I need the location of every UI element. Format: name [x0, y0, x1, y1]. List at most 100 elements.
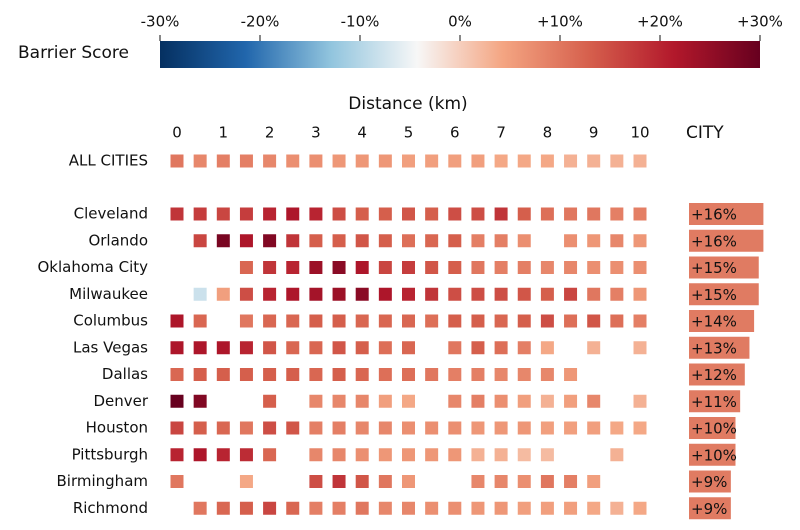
cell [517, 448, 531, 462]
cell [170, 341, 184, 355]
cell [332, 368, 346, 381]
cell [471, 261, 485, 274]
score-bar [689, 443, 736, 466]
cell [239, 368, 253, 381]
cell [517, 341, 531, 355]
cell [517, 475, 531, 488]
cell [355, 475, 369, 488]
cell [378, 314, 392, 328]
city-label: Richmond [73, 499, 148, 517]
cell [610, 314, 624, 328]
colorbar-tick-label: +10% [537, 13, 583, 31]
city-label: Columbus [73, 312, 148, 330]
city-label: Dallas [102, 365, 148, 383]
cell [494, 261, 508, 274]
cell [355, 368, 369, 381]
cell [540, 475, 554, 488]
cell [564, 234, 578, 248]
cell [494, 421, 508, 435]
cell [402, 314, 415, 328]
cell [332, 501, 346, 515]
cell [633, 207, 647, 221]
cell [448, 314, 462, 328]
cell [216, 501, 230, 515]
cell [170, 394, 184, 408]
cell [517, 154, 531, 168]
city-label: Oklahoma City [37, 258, 148, 276]
cell [587, 421, 601, 435]
cell [332, 234, 346, 248]
colorbar-label: Barrier Score [18, 43, 129, 63]
cell [517, 287, 531, 301]
cell [402, 341, 415, 355]
cell [425, 314, 439, 328]
cell [448, 341, 462, 355]
cell [494, 448, 508, 462]
cell [448, 421, 462, 435]
cell [633, 394, 647, 408]
cell [263, 448, 277, 462]
city-label: Denver [93, 392, 148, 410]
x-tick-label: 4 [357, 124, 367, 142]
cell [448, 207, 462, 221]
cell [216, 154, 230, 168]
cell [494, 314, 508, 328]
cell [263, 234, 277, 248]
cell [263, 421, 277, 435]
score-header: CITY [686, 123, 724, 143]
cell [540, 314, 554, 328]
cell [332, 341, 346, 355]
cell [286, 368, 300, 381]
colorbar-tick-label: -20% [241, 13, 280, 31]
cell [286, 207, 300, 221]
cell [494, 234, 508, 248]
cell [587, 287, 601, 301]
cell [378, 261, 392, 274]
cell [193, 394, 207, 408]
cell [448, 261, 462, 274]
cell [587, 154, 601, 168]
cell [239, 314, 253, 328]
cell [239, 421, 253, 435]
cell [309, 154, 323, 168]
cell [263, 501, 277, 515]
colorbar-tick-label: 0% [448, 13, 472, 31]
cell [309, 341, 323, 355]
cell [309, 261, 323, 274]
cell [309, 448, 323, 462]
cell [610, 287, 624, 301]
cell [471, 234, 485, 248]
cell [402, 475, 415, 488]
cell [402, 154, 415, 168]
cell [402, 234, 415, 248]
score-label: +15% [691, 286, 737, 304]
cell [216, 234, 230, 248]
colorbar [160, 41, 760, 68]
cell [378, 421, 392, 435]
cell [286, 261, 300, 274]
score-label: +9% [691, 500, 727, 518]
cell [517, 207, 531, 221]
cell [540, 261, 554, 274]
x-axis-title: Distance (km) [348, 94, 467, 114]
cell [170, 154, 184, 168]
cell [494, 154, 508, 168]
x-tick-label: 10 [630, 124, 649, 142]
cell [239, 234, 253, 248]
cell [378, 394, 392, 408]
cell [540, 154, 554, 168]
x-tick-label: 7 [496, 124, 506, 142]
overall-label: ALL CITIES [69, 152, 148, 170]
score-label: +14% [691, 313, 737, 331]
cell [239, 341, 253, 355]
cell [610, 448, 624, 462]
cell [355, 421, 369, 435]
cell [517, 261, 531, 274]
cell [193, 234, 207, 248]
cell [193, 287, 207, 301]
score-label: +9% [691, 473, 727, 491]
cell [239, 287, 253, 301]
cell [193, 448, 207, 462]
city-label: Cleveland [74, 205, 148, 223]
